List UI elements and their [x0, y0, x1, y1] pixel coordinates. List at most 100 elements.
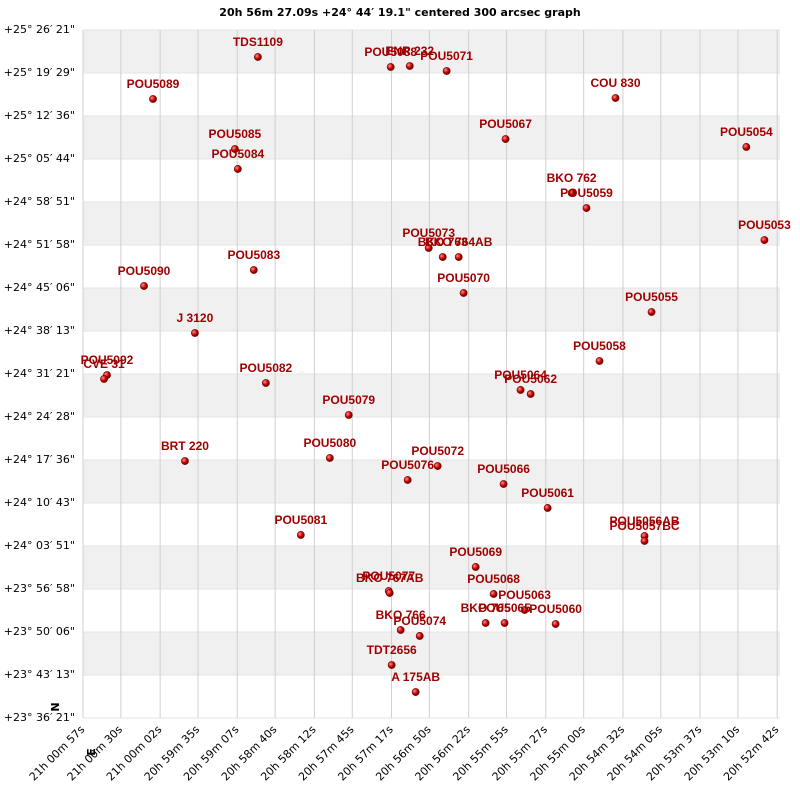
- east-label: E: [85, 748, 98, 756]
- y-tick-label: +24° 51′ 58": [4, 238, 75, 251]
- grid-band: [83, 632, 780, 676]
- star-label: POU5077: [362, 569, 415, 583]
- star-marker: [344, 411, 353, 419]
- star-label: POU5081: [274, 513, 327, 527]
- y-tick-label: +25° 05′ 44": [4, 152, 75, 165]
- y-tick-label: +23° 56′ 58": [4, 582, 75, 595]
- star-marker: [405, 62, 414, 70]
- star-label: POU5089: [127, 77, 180, 91]
- star-marker: [438, 253, 447, 261]
- star-label: POU5056AB: [610, 514, 680, 528]
- y-tick-label: +24° 38′ 13": [4, 324, 75, 337]
- star-label: A 175AB: [391, 670, 440, 684]
- star-label: POU5079: [322, 393, 375, 407]
- star-marker: [551, 620, 560, 628]
- star-label: BKO 763: [418, 235, 468, 249]
- star-label: TDS1109: [233, 35, 283, 49]
- star-label: POU5066: [477, 462, 530, 476]
- star-marker: [454, 253, 463, 261]
- star-label: POU5088: [364, 45, 417, 59]
- star-label: POU5065: [478, 601, 531, 615]
- star-marker: [181, 457, 189, 465]
- grid-band: [83, 288, 780, 332]
- star-marker: [516, 386, 525, 394]
- star-marker: [411, 688, 420, 696]
- star-marker: [611, 94, 620, 102]
- y-tick-label: +25° 19′ 29": [4, 66, 75, 79]
- star-label: POU5067: [479, 117, 532, 131]
- y-tick-label: +24° 17′ 36": [4, 453, 75, 466]
- grid-band: [83, 546, 780, 590]
- star-marker: [230, 145, 239, 153]
- star-marker: [385, 589, 394, 597]
- star-marker: [433, 462, 442, 470]
- grid-band: [83, 374, 780, 418]
- star-marker: [471, 563, 480, 571]
- star-label: POU5070: [437, 271, 490, 285]
- y-tick-label: +25° 26′ 21": [4, 23, 75, 36]
- star-marker: [253, 53, 262, 61]
- grid-band: [83, 460, 780, 504]
- grid-band: [83, 30, 780, 73]
- star-marker: [442, 67, 451, 75]
- star-label: POU5068: [467, 572, 520, 586]
- star-marker: [396, 626, 405, 634]
- star-marker: [489, 590, 498, 598]
- star-label: BKO 766: [376, 608, 426, 622]
- star-marker: [481, 619, 490, 627]
- star-marker: [261, 379, 270, 387]
- star-marker: [742, 143, 751, 151]
- star-marker: [760, 236, 769, 244]
- star-marker: [647, 308, 656, 316]
- y-tick-label: +24° 03′ 51": [4, 539, 75, 552]
- star-label: POU5092: [81, 353, 134, 367]
- star-marker: [249, 266, 258, 274]
- y-tick-label: +25° 12′ 36": [4, 109, 75, 122]
- star-marker: [387, 661, 396, 669]
- star-label: POU5080: [303, 436, 356, 450]
- star-marker: [191, 329, 199, 337]
- star-label: POU5060: [529, 602, 582, 616]
- star-marker: [386, 63, 395, 71]
- star-label: POU5083: [227, 248, 280, 262]
- star-label: POU5082: [240, 361, 293, 375]
- y-tick-label: +23° 43′ 13": [4, 668, 75, 681]
- star-marker: [567, 189, 576, 197]
- star-label: CVE 31: [83, 357, 125, 371]
- star-label: POU5074: [393, 614, 446, 628]
- star-marker: [459, 289, 468, 297]
- grid-band: [83, 202, 780, 246]
- y-tick-label: +24° 31′ 21": [4, 367, 75, 380]
- y-tick-label: +24° 45′ 06": [4, 281, 75, 294]
- star-marker: [640, 537, 649, 545]
- y-tick-label: +23° 50′ 06": [4, 625, 75, 638]
- star-label: POU5071: [420, 49, 473, 63]
- north-label: N: [49, 702, 62, 711]
- star-label: POU5073: [402, 226, 455, 240]
- star-label: COU 830: [590, 76, 640, 90]
- star-label: BKO 767AB: [356, 571, 424, 585]
- star-label: POU5090: [118, 264, 171, 278]
- star-label: POU5063: [498, 588, 551, 602]
- star-label: BKO 762: [547, 171, 597, 185]
- star-label: POU5064: [494, 368, 547, 382]
- star-marker: [100, 375, 108, 383]
- star-marker: [520, 606, 529, 614]
- star-label: POU5062: [504, 372, 557, 386]
- star-marker: [296, 531, 305, 539]
- star-marker: [325, 454, 334, 462]
- star-marker: [403, 476, 412, 484]
- star-marker: [233, 165, 242, 173]
- star-label: POU5053: [738, 218, 791, 232]
- star-label: POU5054: [720, 125, 773, 139]
- star-marker: [595, 357, 604, 365]
- star-label: POU5057BC: [610, 519, 680, 533]
- grid-band: [83, 116, 780, 159]
- star-label: POU5084: [211, 147, 264, 161]
- star-label: POU5085: [209, 127, 262, 141]
- star-marker: [424, 244, 433, 252]
- chart-title: 20h 56m 27.09s +24° 44′ 19.1" centered 3…: [219, 6, 580, 19]
- star-marker: [500, 619, 509, 627]
